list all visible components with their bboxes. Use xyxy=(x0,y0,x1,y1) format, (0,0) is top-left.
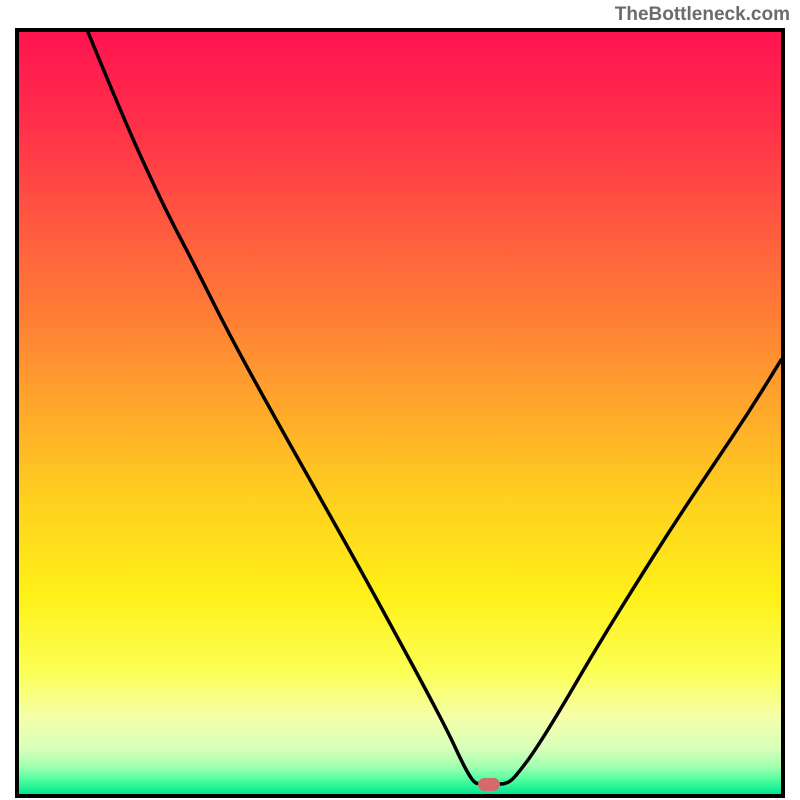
chart-frame xyxy=(15,28,785,798)
optimal-marker xyxy=(478,778,500,791)
watermark-text: TheBottleneck.com xyxy=(615,4,790,26)
bottleneck-curve xyxy=(19,32,781,794)
